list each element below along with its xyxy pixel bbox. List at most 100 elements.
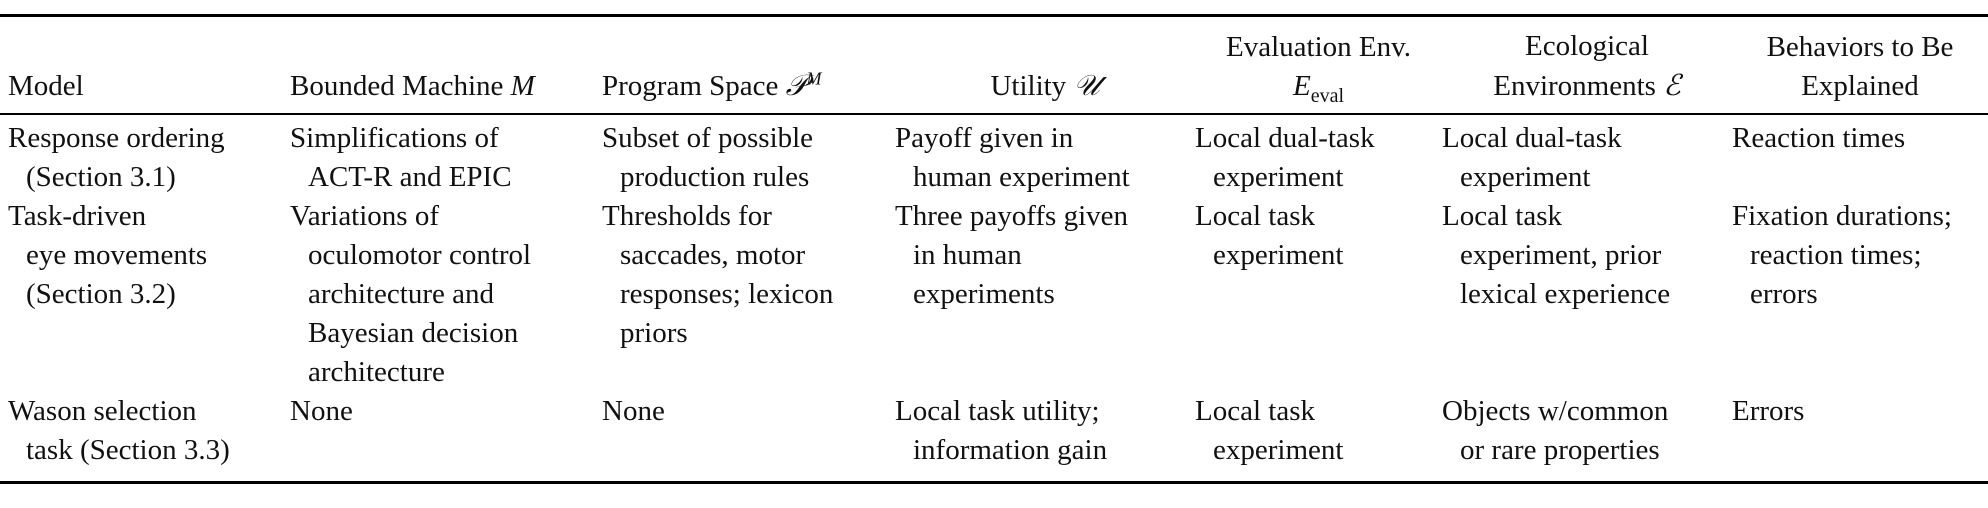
cell-line: experiments: [913, 278, 1055, 310]
cell-line: Subset of possible: [602, 122, 814, 154]
cell-line: experiment: [1213, 239, 1344, 271]
cell-text: Local task experiment, prior lexical exper…: [1442, 197, 1732, 314]
cell-line: Local task: [1195, 395, 1315, 427]
cell-line: Variations of: [290, 200, 439, 232]
header-evalenv-subscript: eval: [1310, 84, 1345, 107]
table-cell-utility: Three payoffs given in human experiments: [895, 197, 1195, 392]
table-cell-model: Wason selection task (Section 3.3): [0, 392, 290, 470]
cell-line: eye movements: [26, 239, 208, 271]
cell-line: Thresholds for: [602, 200, 772, 232]
header-behav-line1: Behaviors to Be: [1766, 31, 1954, 63]
table-cell-machine: Simplifications of ACT-R and EPIC: [290, 113, 602, 197]
cell-line: saccades, motor: [620, 239, 806, 271]
header-behaviors: Behaviors to Be Explained: [1732, 16, 1988, 113]
table-cell-utility: Local task utility; information gain: [895, 392, 1195, 470]
table-cell-machine: Variations of oculomotor control architect…: [290, 197, 602, 392]
table-header-rule: [0, 113, 1988, 115]
cell-text: Local dual-task experiment: [1442, 119, 1732, 197]
cell-line: task (Section 3.3): [26, 434, 230, 466]
header-bounded-machine: Bounded Machine M: [290, 16, 602, 113]
cell-line: or rare properties: [1460, 434, 1660, 466]
table-cell-program: None: [602, 392, 895, 470]
table-bottom-rule: [0, 481, 1988, 484]
cell-line: architecture: [308, 356, 445, 388]
cell-line: Local task utility;: [895, 395, 1100, 427]
cell-line: Reaction times: [1732, 122, 1906, 154]
cell-line: (Section 3.2): [26, 278, 176, 310]
table-cell-model: Task-driven eye movements (Section 3.2): [0, 197, 290, 392]
cell-line: reaction times;: [1750, 239, 1922, 271]
cell-line: Response ordering: [8, 122, 225, 154]
cell-line: (Section 3.1): [26, 161, 176, 193]
cell-line: priors: [620, 317, 688, 349]
table-cell-eco: Objects w/common or rare properties: [1442, 392, 1732, 470]
header-evalenv-symbol: E: [1292, 70, 1311, 102]
table-cell-eco: Local dual-task experiment: [1442, 113, 1732, 197]
cell-line: Bayesian decision: [308, 317, 519, 349]
table-cell-model: Response ordering (Section 3.1): [0, 113, 290, 197]
header-eco-symbol: ℰ: [1663, 68, 1681, 102]
cell-line: experiment: [1213, 161, 1344, 193]
cell-line: Task-driven: [8, 200, 147, 232]
header-utility-symbol: 𝒰: [1073, 68, 1100, 102]
header-model-label: Model: [8, 70, 84, 102]
table-top-rule: [0, 14, 1988, 17]
cell-text: Reaction times: [1732, 119, 1988, 158]
cell-line: in human: [913, 239, 1022, 271]
header-evaluation-env: Evaluation Env. Eeval: [1195, 16, 1442, 113]
header-utility: Utility 𝒰: [895, 16, 1195, 113]
model-comparison-table: Model Bounded Machine M Program Space 𝒫M…: [0, 16, 1988, 470]
cell-text: Three payoffs given in human experiments: [895, 197, 1195, 314]
cell-line: None: [290, 395, 353, 427]
header-program-superscript: M: [806, 68, 822, 89]
table-cell-program: Subset of possible production rules: [602, 113, 895, 197]
cell-line: Simplifications of: [290, 122, 499, 154]
table-cell-machine: None: [290, 392, 602, 470]
header-model: Model: [0, 16, 290, 113]
cell-line: errors: [1750, 278, 1818, 310]
header-eco-line2: Environments: [1493, 70, 1656, 102]
table-cell-behav: Reaction times: [1732, 113, 1988, 197]
cell-text: Payoff given in human experiment: [895, 119, 1195, 197]
header-behav-line2: Explained: [1801, 70, 1919, 102]
cell-text: Variations of oculomotor control architect…: [290, 197, 602, 392]
cell-line: experiment: [1213, 434, 1344, 466]
header-eco-line1: Ecological: [1524, 30, 1649, 62]
cell-line: Local dual-task: [1195, 122, 1375, 154]
cell-text: Response ordering (Section 3.1): [8, 119, 290, 197]
cell-line: Three payoffs given: [895, 200, 1128, 232]
table-row: Task-driven eye movements (Section 3.2) Var…: [0, 197, 1988, 392]
cell-text: Thresholds for saccades, motor responses; …: [602, 197, 895, 353]
cell-line: information gain: [913, 434, 1108, 466]
header-program-label: Program Space: [602, 70, 779, 102]
cell-line: lexical experience: [1460, 278, 1671, 310]
cell-text: Local task experiment: [1195, 197, 1442, 275]
table-cell-evalenv: Local dual-task experiment: [1195, 113, 1442, 197]
table-row: Wason selection task (Section 3.3) None Non…: [0, 392, 1988, 470]
cell-text: Local dual-task experiment: [1195, 119, 1442, 197]
header-utility-label: Utility: [990, 70, 1067, 102]
cell-line: Wason selection: [8, 395, 197, 427]
cell-text: Local task experiment: [1195, 392, 1442, 470]
cell-line: human experiment: [913, 161, 1130, 193]
cell-line: Payoff given in: [895, 122, 1074, 154]
cell-text: Wason selection task (Section 3.3): [8, 392, 290, 470]
table-row: Response ordering (Section 3.1) Simplifica…: [0, 113, 1988, 197]
cell-text: None: [602, 392, 895, 431]
header-machine-symbol: M: [510, 70, 535, 102]
header-program-symbol: 𝒫: [785, 68, 807, 102]
header-program-space: Program Space 𝒫M: [602, 16, 895, 113]
cell-line: Local task: [1442, 200, 1562, 232]
cell-line: architecture and: [308, 278, 494, 310]
table-cell-program: Thresholds for saccades, motor responses; …: [602, 197, 895, 392]
cell-text: Task-driven eye movements (Section 3.2): [8, 197, 290, 314]
cell-line: experiment: [1460, 161, 1591, 193]
cell-text: Fixation durations; reaction times; errors: [1732, 197, 1988, 314]
table-header: Model Bounded Machine M Program Space 𝒫M…: [0, 16, 1988, 113]
cell-text: Simplifications of ACT-R and EPIC: [290, 119, 602, 197]
cell-text: None: [290, 392, 602, 431]
header-evalenv-line1: Evaluation Env.: [1226, 31, 1411, 63]
cell-line: Local task: [1195, 200, 1315, 232]
cell-line: responses; lexicon: [620, 278, 834, 310]
